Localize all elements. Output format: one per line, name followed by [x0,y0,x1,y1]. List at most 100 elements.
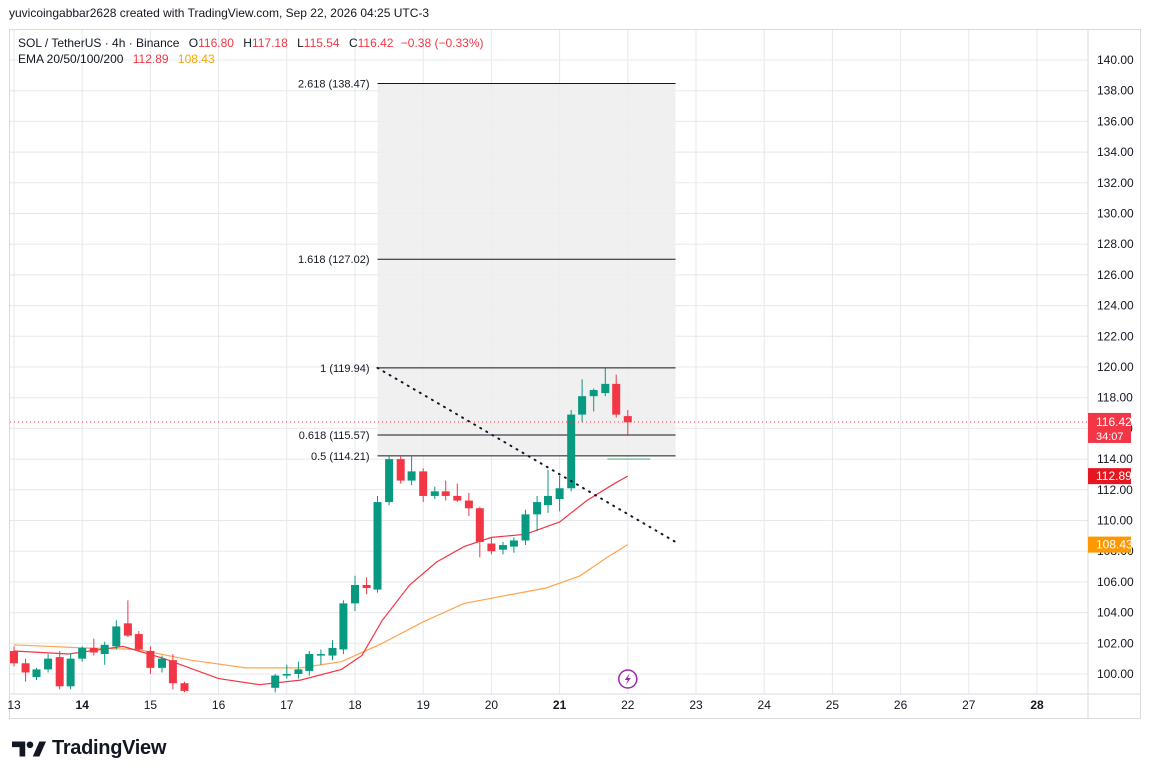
candle-body [623,416,632,423]
chart-legend: SOL / TetherUS · 4h · Binance O116.80 H 1… [18,35,484,67]
y-tick-label: 128.00 [1097,237,1134,251]
creator-credit: yuvicoingabbar2628 created with TradingV… [9,6,430,20]
y-tick-label: 136.00 [1097,114,1134,128]
candle-body [567,414,576,489]
ema50-value: 108.43 [177,52,215,66]
ema20-line [13,475,629,686]
x-tick-label: 22 [621,698,635,712]
price-tag-last: 116.42 34:07 [1088,412,1132,443]
candle [328,640,337,661]
candle [123,600,132,638]
price-tag-bg [1088,536,1131,553]
candle [475,506,484,558]
ema-label[interactable]: EMA 20/50/100/200 [18,52,124,66]
overlays [10,366,1088,689]
close-label: C [348,36,358,50]
candle-body [509,540,518,547]
candle [78,646,87,662]
candle [168,654,177,690]
candle-body [351,584,359,604]
candle [521,509,530,546]
candle [294,661,303,679]
y-tick-label: 110.00 [1097,514,1133,528]
dotted-trendline [376,366,677,543]
candle [271,674,280,693]
candle [441,480,450,501]
fib-level-label: 1 (119.94) [320,363,369,375]
candle-body [100,644,109,655]
symbol-label[interactable]: SOL / TetherUS · 4h · Binance [18,36,180,50]
candle [589,388,598,412]
y-tick-label: 104.00 [1097,606,1134,620]
tradingview-logo-icon [12,740,46,757]
candle [55,650,64,690]
candle [282,664,291,679]
fib-level-label: 0.5 (114.21) [311,451,370,463]
candle-body [419,471,428,496]
candle [112,620,121,650]
y-tick-label: 134.00 [1097,145,1134,159]
candle-body [396,459,405,481]
candle-body [533,502,542,515]
candle [453,483,462,503]
candle [578,379,587,423]
candle-body [21,663,30,673]
y-tick-label: 102.00 [1097,636,1134,650]
candle [601,368,610,397]
axes: 100.00102.00104.00106.00108.00110.00112.… [7,53,1134,712]
x-tick-label: 14 [76,698,90,712]
candle-body [475,508,484,542]
candle [419,468,428,503]
candle-body [55,657,64,687]
x-tick-label: 27 [962,698,976,712]
y-tick-label: 122.00 [1097,329,1134,343]
candle [100,641,109,665]
price-tag-text: 108.43 [1096,538,1133,552]
candle [66,654,75,690]
x-tick-label: 20 [485,698,499,712]
candle [339,600,348,655]
open-label: O [188,36,199,50]
low-label: L [297,36,304,50]
candle [89,638,98,656]
price-tag-countdown: 34:07 [1096,431,1124,443]
candles [10,368,632,693]
price-tag-ema20: 112.89 [1088,468,1132,485]
x-tick-label: 17 [280,698,294,712]
tradingview-footer: TradingView [12,737,166,760]
candle-body [555,488,564,500]
lightning-icon [624,673,631,685]
legend-ohlc-row: SOL / TetherUS · 4h · Binance O116.80 H 1… [18,35,484,51]
candle [533,495,542,532]
x-tick-label: 13 [7,698,21,712]
price-tag-text: 116.42 [1096,415,1132,429]
candle [498,541,507,555]
candle-body [464,500,473,509]
candle-body [328,647,337,656]
fib-level-label: 2.618 (138.47) [298,78,370,90]
candle [487,537,496,555]
x-tick-label: 25 [826,698,840,712]
candle [305,650,314,676]
candle-body [589,390,598,397]
candle-body [521,514,530,541]
candle-body [282,674,291,676]
fib-level-label: 1.618 (127.02) [298,254,370,266]
high-label: H [243,36,252,50]
candle-body [89,647,98,653]
chart-frame [9,29,1141,719]
y-tick-label: 126.00 [1097,268,1134,282]
candle [430,486,439,500]
candle [21,658,30,682]
open-value: 116.80 [198,36,234,50]
candle-body [601,383,610,394]
candle [567,409,576,492]
candle-body [271,675,280,688]
low-value: 115.54 [303,36,340,50]
candle [44,654,53,673]
candle-body [612,383,621,415]
candle-body [123,623,132,636]
y-tick-label: 140.00 [1097,53,1134,67]
candle [146,646,155,674]
